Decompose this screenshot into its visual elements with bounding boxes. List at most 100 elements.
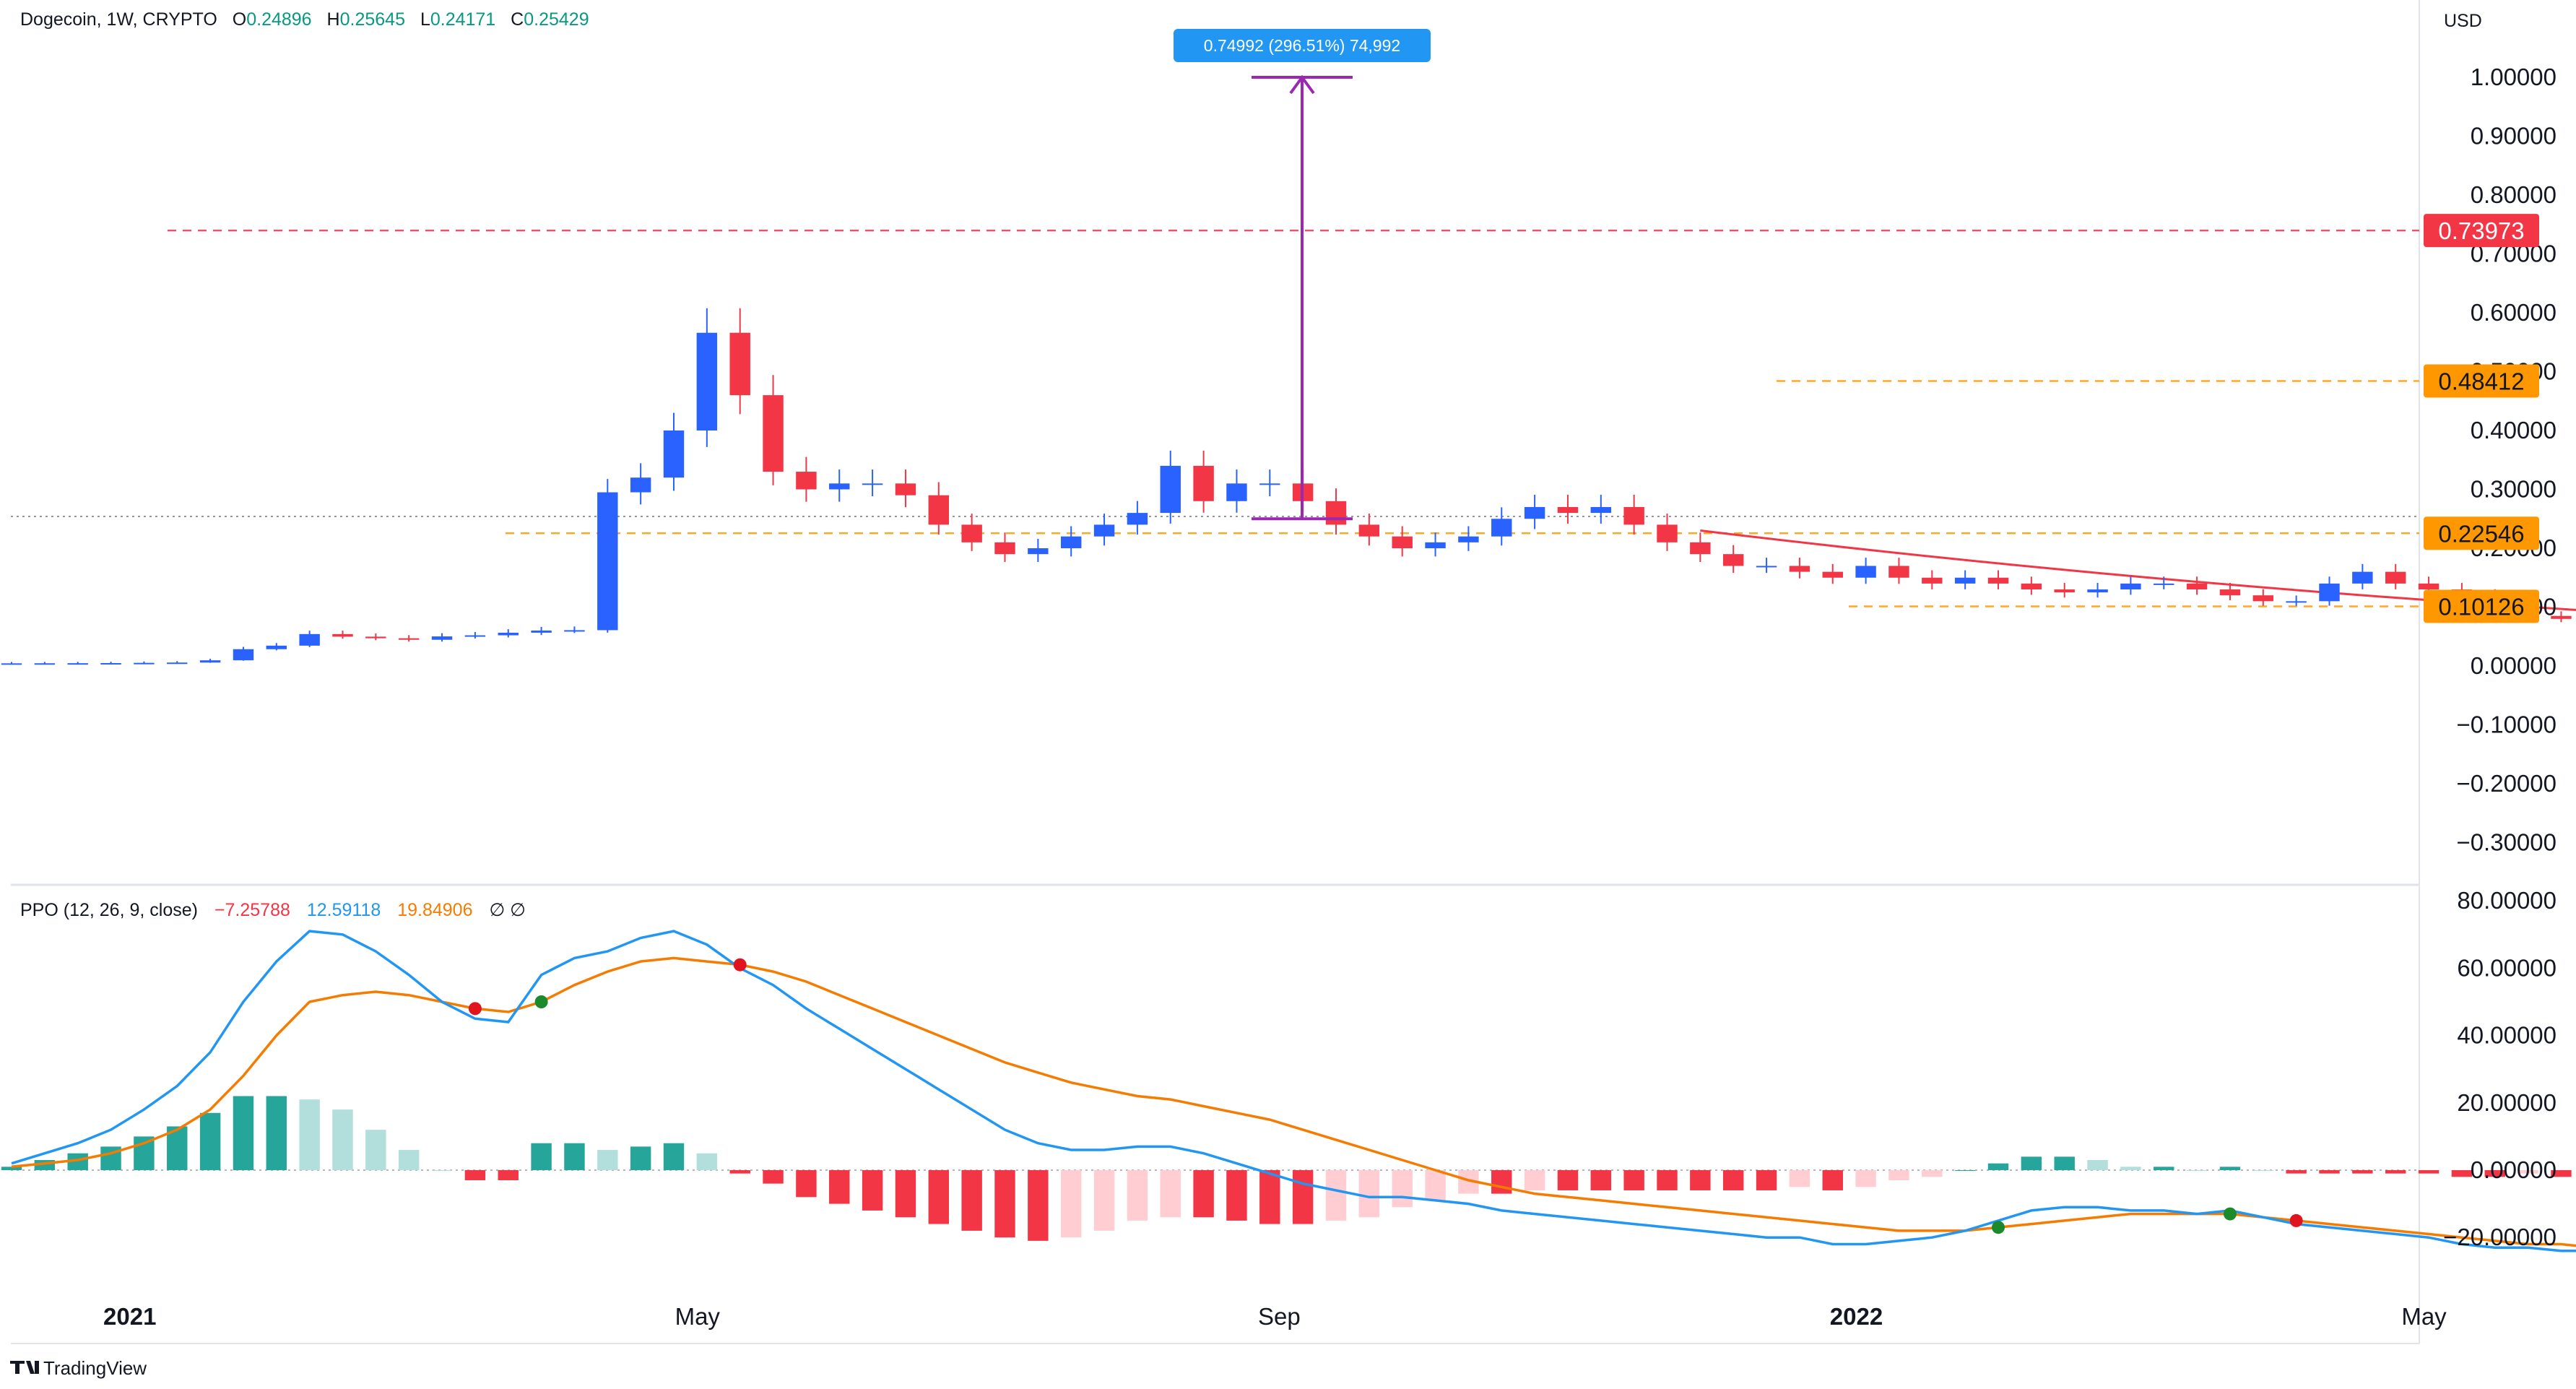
price-candle (1590, 506, 1612, 514)
price-axis[interactable]: 1.000000.900000.800000.700000.600000.500… (2456, 64, 2557, 856)
price-candle (1193, 465, 1214, 501)
cup-curve-path[interactable] (1700, 529, 2576, 643)
ppo-histogram-bar (2418, 1170, 2440, 1174)
time-tick-label: Sep (1258, 1303, 1301, 1330)
price-candle (167, 662, 188, 665)
ppo-histogram-bar (2451, 1170, 2473, 1177)
ohlc-high-key: H (327, 9, 340, 30)
ppo-histogram-bar (498, 1170, 519, 1180)
ppo-histogram-bar (1358, 1170, 1380, 1218)
price-candle (564, 630, 585, 632)
ppo-histogram-bar (233, 1096, 254, 1170)
ppo-tick-label: 0.00000 (2471, 1156, 2557, 1183)
ppo-signal-line (11, 956, 2576, 1247)
price-candle (895, 483, 916, 496)
ppo-histogram-bar (961, 1170, 982, 1231)
price-tick-label: 0.90000 (2471, 123, 2557, 150)
ppo-cross-dot (2223, 1207, 2237, 1221)
level-price-tag (2424, 214, 2539, 248)
price-candle (1325, 501, 1347, 525)
ppo-histogram-bar (1855, 1170, 1876, 1187)
ppo-histogram-bar (1491, 1170, 1512, 1194)
ppo-histogram-bar (597, 1150, 618, 1170)
ppo-histogram-bar (862, 1170, 883, 1211)
price-candle (398, 638, 420, 640)
price-candle (67, 663, 88, 665)
ppo-histogram-bar (2352, 1170, 2373, 1174)
ppo-histogram-bar (994, 1170, 1015, 1238)
ppo-histogram-bar (1888, 1170, 1909, 1180)
price-candle (1259, 483, 1280, 485)
ppo-histogram-bar (464, 1170, 486, 1180)
price-candle (365, 636, 386, 639)
price-candle (829, 483, 850, 490)
price-candle (34, 663, 56, 665)
price-candle (1855, 566, 1876, 578)
ohlc-low-value: 0.24171 (430, 9, 495, 30)
price-candle (233, 649, 254, 661)
ppo-histogram-bar (2219, 1167, 2241, 1170)
price-tick-label: −0.20000 (2456, 770, 2557, 797)
ppo-crossover-dots (468, 958, 2303, 1234)
price-candle (1358, 524, 1380, 537)
tradingview-logo[interactable]: TradingView (10, 1357, 147, 1379)
ppo-histogram-bar (1127, 1170, 1148, 1221)
price-candle (2286, 601, 2307, 603)
price-candle (1425, 542, 1446, 548)
price-tick-label: 0.30000 (2471, 476, 2557, 503)
ppo-histogram-bar (564, 1143, 585, 1170)
price-candle (2551, 615, 2572, 619)
horizontal-levels[interactable] (168, 229, 2419, 607)
price-candle (1822, 571, 1843, 578)
ppo-signal-value: 19.84906 (397, 900, 472, 920)
ppo-histogram-bar (2319, 1170, 2340, 1174)
price-candle (2319, 583, 2340, 602)
price-candle (597, 492, 618, 631)
price-candle (1458, 536, 1479, 542)
time-tick-label: 2022 (1830, 1303, 1883, 1330)
ppo-histogram-bar (1756, 1170, 1777, 1190)
ppo-histogram-bar (2484, 1170, 2505, 1177)
ppo-tick-label: 60.00000 (2457, 954, 2557, 981)
price-tick-label: 0.40000 (2471, 417, 2557, 443)
ppo-histogram-bar (1524, 1170, 1545, 1190)
measure-arrowhead[interactable] (1289, 74, 1315, 95)
ppo-histogram-bar (1590, 1170, 1612, 1190)
ppo-histogram-bar (1557, 1170, 1579, 1190)
price-candle (431, 636, 453, 640)
measure-label-box[interactable] (1174, 29, 1431, 62)
ppo-histogram-bar (1160, 1170, 1181, 1218)
level-price-tag-label: 0.48412 (2438, 368, 2524, 394)
ppo-histogram-bar (1392, 1170, 1413, 1208)
price-candle (1060, 536, 1082, 548)
ppo-histogram-bar (1789, 1170, 1810, 1187)
ppo-histogram-bar (928, 1170, 950, 1224)
price-candle (1922, 577, 1943, 584)
ppo-histogram-bar (398, 1150, 420, 1170)
price-range-measure[interactable]: 0.74992 (296.51%) 74,992 (1174, 29, 1431, 521)
time-axis[interactable]: 2021MaySep2022MaySep2023MaySep2024MaySep… (103, 1303, 2576, 1330)
tradingview-brand: TradingView (43, 1357, 147, 1379)
price-candle (1028, 548, 1049, 555)
price-candle (1888, 566, 1909, 578)
price-candle (2186, 583, 2208, 590)
ppo-histogram-bar (266, 1096, 287, 1170)
ppo-histogram-bar (1822, 1170, 1843, 1190)
ppo-histogram-bar (2286, 1170, 2307, 1174)
ppo-histogram-bar (2551, 1170, 2572, 1177)
price-candle (1954, 577, 1976, 584)
ppo-histogram-bar (1093, 1170, 1115, 1231)
price-candle (2385, 571, 2406, 584)
ppo-histogram-bar (2186, 1170, 2208, 1171)
price-candle (1987, 577, 2009, 584)
ppo-histogram-bar (2385, 1170, 2406, 1174)
ppo-histogram-bar (2120, 1167, 2141, 1170)
ohlc-close-value: 0.25429 (524, 9, 589, 30)
cup-curve[interactable] (1700, 529, 2576, 643)
price-candle (928, 495, 950, 525)
price-candle (498, 632, 519, 636)
ppo-axis[interactable]: 80.00000 60.00000 40.00000 20.00000 0.00000 −… (2443, 887, 2557, 1250)
ppo-histogram-bar (1623, 1170, 1644, 1190)
price-candle (1756, 566, 1777, 568)
